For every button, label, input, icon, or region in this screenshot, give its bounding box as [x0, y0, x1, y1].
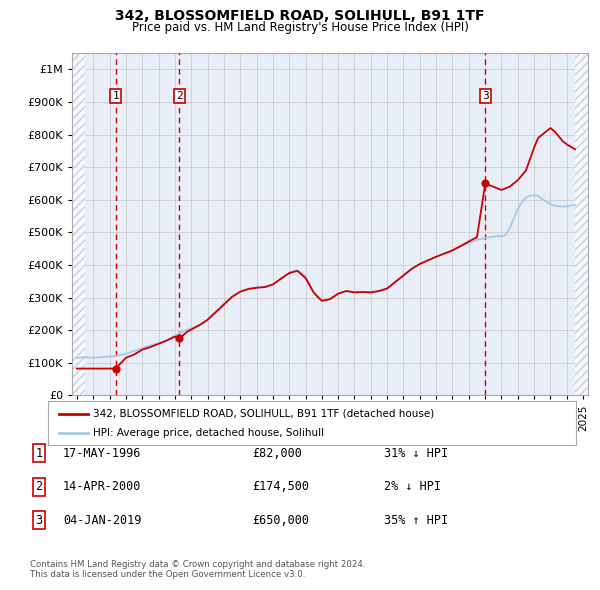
Text: £650,000: £650,000 [252, 514, 309, 527]
Text: 3: 3 [35, 514, 43, 527]
Text: 1: 1 [112, 91, 119, 101]
Bar [72, 53, 85, 395]
Text: £82,000: £82,000 [252, 447, 302, 460]
FancyBboxPatch shape [48, 401, 576, 445]
Point [481, 179, 490, 188]
Text: 1: 1 [35, 447, 43, 460]
Text: 2: 2 [35, 480, 43, 493]
Text: 14-APR-2000: 14-APR-2000 [63, 480, 142, 493]
Point [175, 334, 184, 343]
Text: 342, BLOSSOMFIELD ROAD, SOLIHULL, B91 1TF: 342, BLOSSOMFIELD ROAD, SOLIHULL, B91 1T… [115, 9, 485, 23]
Point [111, 364, 121, 373]
Text: HPI: Average price, detached house, Solihull: HPI: Average price, detached house, Soli… [93, 428, 324, 438]
Text: 35% ↑ HPI: 35% ↑ HPI [384, 514, 448, 527]
Text: 3: 3 [482, 91, 488, 101]
Text: 17-MAY-1996: 17-MAY-1996 [63, 447, 142, 460]
Bar [575, 53, 588, 395]
Text: 2: 2 [176, 91, 183, 101]
Text: Contains HM Land Registry data © Crown copyright and database right 2024.
This d: Contains HM Land Registry data © Crown c… [30, 560, 365, 579]
Text: 31% ↓ HPI: 31% ↓ HPI [384, 447, 448, 460]
Text: 04-JAN-2019: 04-JAN-2019 [63, 514, 142, 527]
Text: 2% ↓ HPI: 2% ↓ HPI [384, 480, 441, 493]
Text: £174,500: £174,500 [252, 480, 309, 493]
Text: 342, BLOSSOMFIELD ROAD, SOLIHULL, B91 1TF (detached house): 342, BLOSSOMFIELD ROAD, SOLIHULL, B91 1T… [93, 409, 434, 418]
Text: Price paid vs. HM Land Registry's House Price Index (HPI): Price paid vs. HM Land Registry's House … [131, 21, 469, 34]
